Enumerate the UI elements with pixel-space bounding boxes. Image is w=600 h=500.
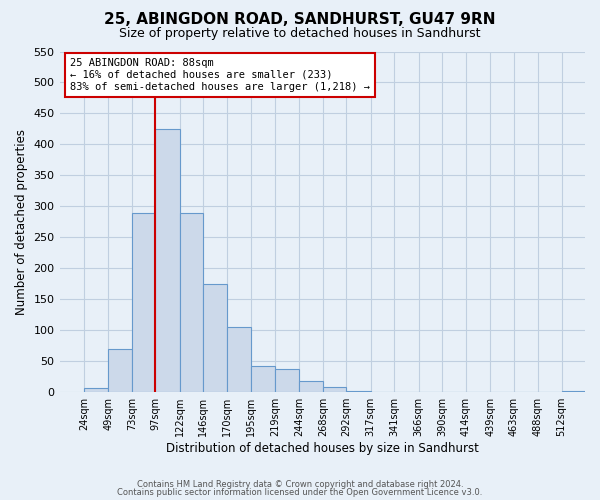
Bar (180, 212, 203, 392)
Text: Size of property relative to detached houses in Sandhurst: Size of property relative to detached ho… (119, 28, 481, 40)
X-axis label: Distribution of detached houses by size in Sandhurst: Distribution of detached houses by size … (166, 442, 479, 455)
Bar (203, 284, 227, 392)
Text: Contains public sector information licensed under the Open Government Licence v3: Contains public sector information licen… (118, 488, 482, 497)
Bar (109, 349, 132, 392)
Bar (562, 391, 585, 392)
Bar (299, 381, 323, 392)
Bar (251, 366, 275, 392)
Y-axis label: Number of detached properties: Number of detached properties (15, 129, 28, 315)
Bar (275, 368, 299, 392)
Bar (132, 212, 155, 392)
Bar (155, 129, 180, 392)
Text: 25 ABINGDON ROAD: 88sqm
← 16% of detached houses are smaller (233)
83% of semi-d: 25 ABINGDON ROAD: 88sqm ← 16% of detache… (70, 58, 370, 92)
Text: Contains HM Land Registry data © Crown copyright and database right 2024.: Contains HM Land Registry data © Crown c… (137, 480, 463, 489)
Bar (84, 388, 109, 392)
Bar (323, 388, 346, 392)
Text: 25, ABINGDON ROAD, SANDHURST, GU47 9RN: 25, ABINGDON ROAD, SANDHURST, GU47 9RN (104, 12, 496, 28)
Bar (346, 391, 371, 392)
Bar (227, 327, 251, 392)
